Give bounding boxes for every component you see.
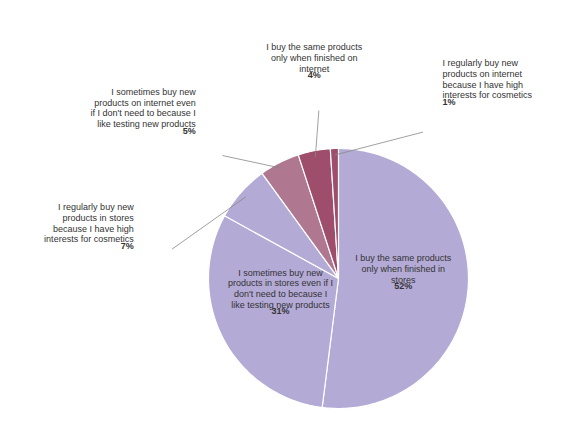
svg-text:4%: 4% [308,70,321,80]
svg-text:1%: 1% [442,97,455,107]
svg-text:I regularly buy newproducts on: I regularly buy newproducts on internetb… [442,58,532,100]
svg-text:31%: 31% [272,306,290,316]
svg-text:I buy the same productsonly wh: I buy the same productsonly when finishe… [355,253,452,285]
svg-text:52%: 52% [394,281,412,291]
svg-text:5%: 5% [183,126,196,136]
svg-text:7%: 7% [121,241,134,251]
svg-text:I sometimes buy newproducts in: I sometimes buy newproducts in stores ev… [228,268,333,310]
svg-text:I buy the same productsonly wh: I buy the same productsonly when finishe… [266,42,363,74]
svg-text:I sometimes buy newproducts on: I sometimes buy newproducts on internet … [90,87,196,129]
svg-text:I regularly buy newproducts in: I regularly buy newproducts in storesbec… [44,202,134,244]
